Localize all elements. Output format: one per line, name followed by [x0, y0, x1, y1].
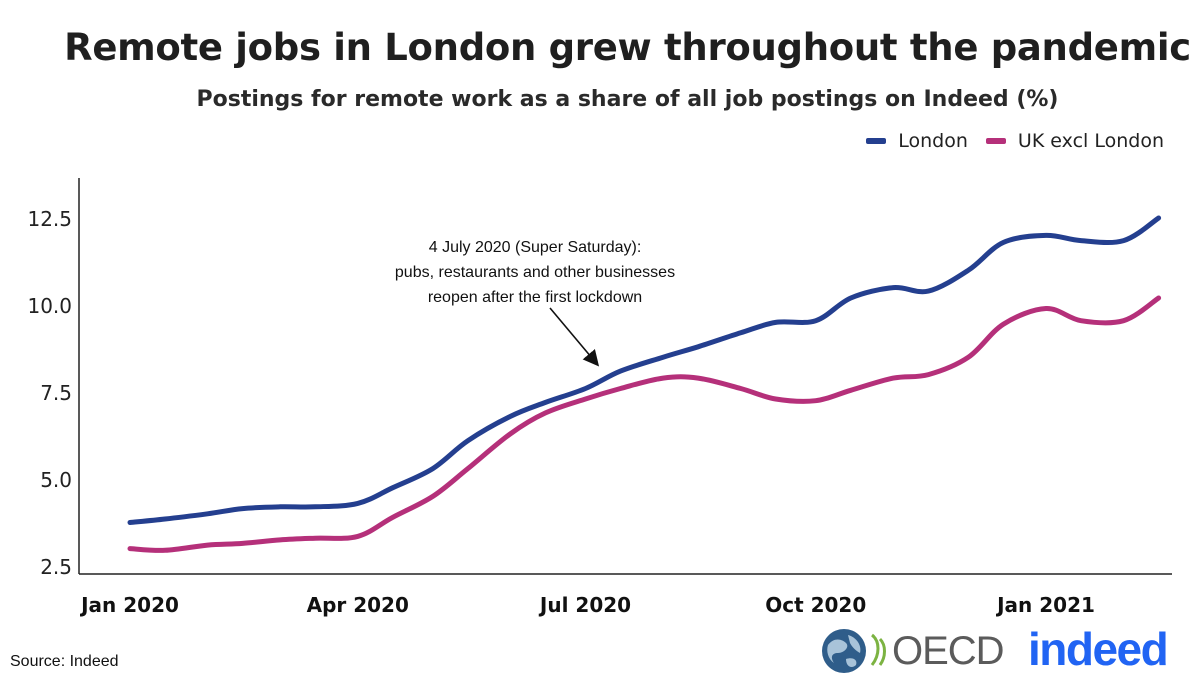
legend: London UK excl London	[848, 130, 1164, 152]
x-tick-label: Jan 2021	[995, 593, 1095, 617]
annotation-line: pubs, restaurants and other businesses	[395, 264, 675, 281]
source-note: Source: Indeed	[10, 653, 119, 670]
legend-label-london: London	[898, 130, 968, 152]
y-axis-ticks: 2.5 5.0 7.5 10.0 12.5	[27, 207, 72, 579]
x-axis-ticks: Jan 2020 Apr 2020 Jul 2020 Oct 2020 Jan 2021	[79, 593, 1095, 617]
chart-title: Remote jobs in London grew throughout th…	[64, 26, 1191, 69]
chart-subtitle: Postings for remote work as a share of a…	[196, 87, 1059, 112]
series-lines	[127, 215, 1162, 553]
y-tick-label: 5.0	[40, 468, 72, 492]
series-line-uk-excl-london	[127, 295, 1162, 553]
y-tick-label: 7.5	[40, 381, 72, 405]
globe-icon	[822, 629, 866, 673]
legend-label-uk-excl-london: UK excl London	[1017, 130, 1164, 152]
annotation: 4 July 2020 (Super Saturday): pubs, resta…	[395, 239, 675, 367]
oecd-logo-text: OECD	[892, 628, 1005, 673]
oecd-leaves-icon	[870, 633, 886, 666]
y-tick-label: 2.5	[40, 555, 72, 579]
annotation-line: reopen after the first lockdown	[428, 289, 642, 306]
legend-item-london: London	[866, 130, 968, 152]
y-tick-label: 10.0	[27, 294, 72, 318]
x-tick-label: Jan 2020	[79, 593, 179, 617]
x-tick-label: Oct 2020	[765, 593, 866, 617]
legend-swatch-london	[866, 138, 887, 144]
x-tick-label: Apr 2020	[307, 593, 409, 617]
oecd-logo: OECD	[820, 627, 1005, 675]
annotation-line: 4 July 2020 (Super Saturday):	[429, 239, 642, 256]
series-line-london	[127, 215, 1162, 525]
y-tick-label: 12.5	[27, 207, 72, 231]
annotation-arrow	[549, 307, 600, 367]
legend-swatch-uk-excl-london	[985, 138, 1006, 144]
legend-item-uk-excl-london: UK excl London	[985, 130, 1164, 152]
annotation-text: 4 July 2020 (Super Saturday): pubs, resta…	[395, 239, 675, 306]
indeed-logo: indeed	[1028, 623, 1169, 675]
x-tick-label: Jul 2020	[538, 593, 631, 617]
